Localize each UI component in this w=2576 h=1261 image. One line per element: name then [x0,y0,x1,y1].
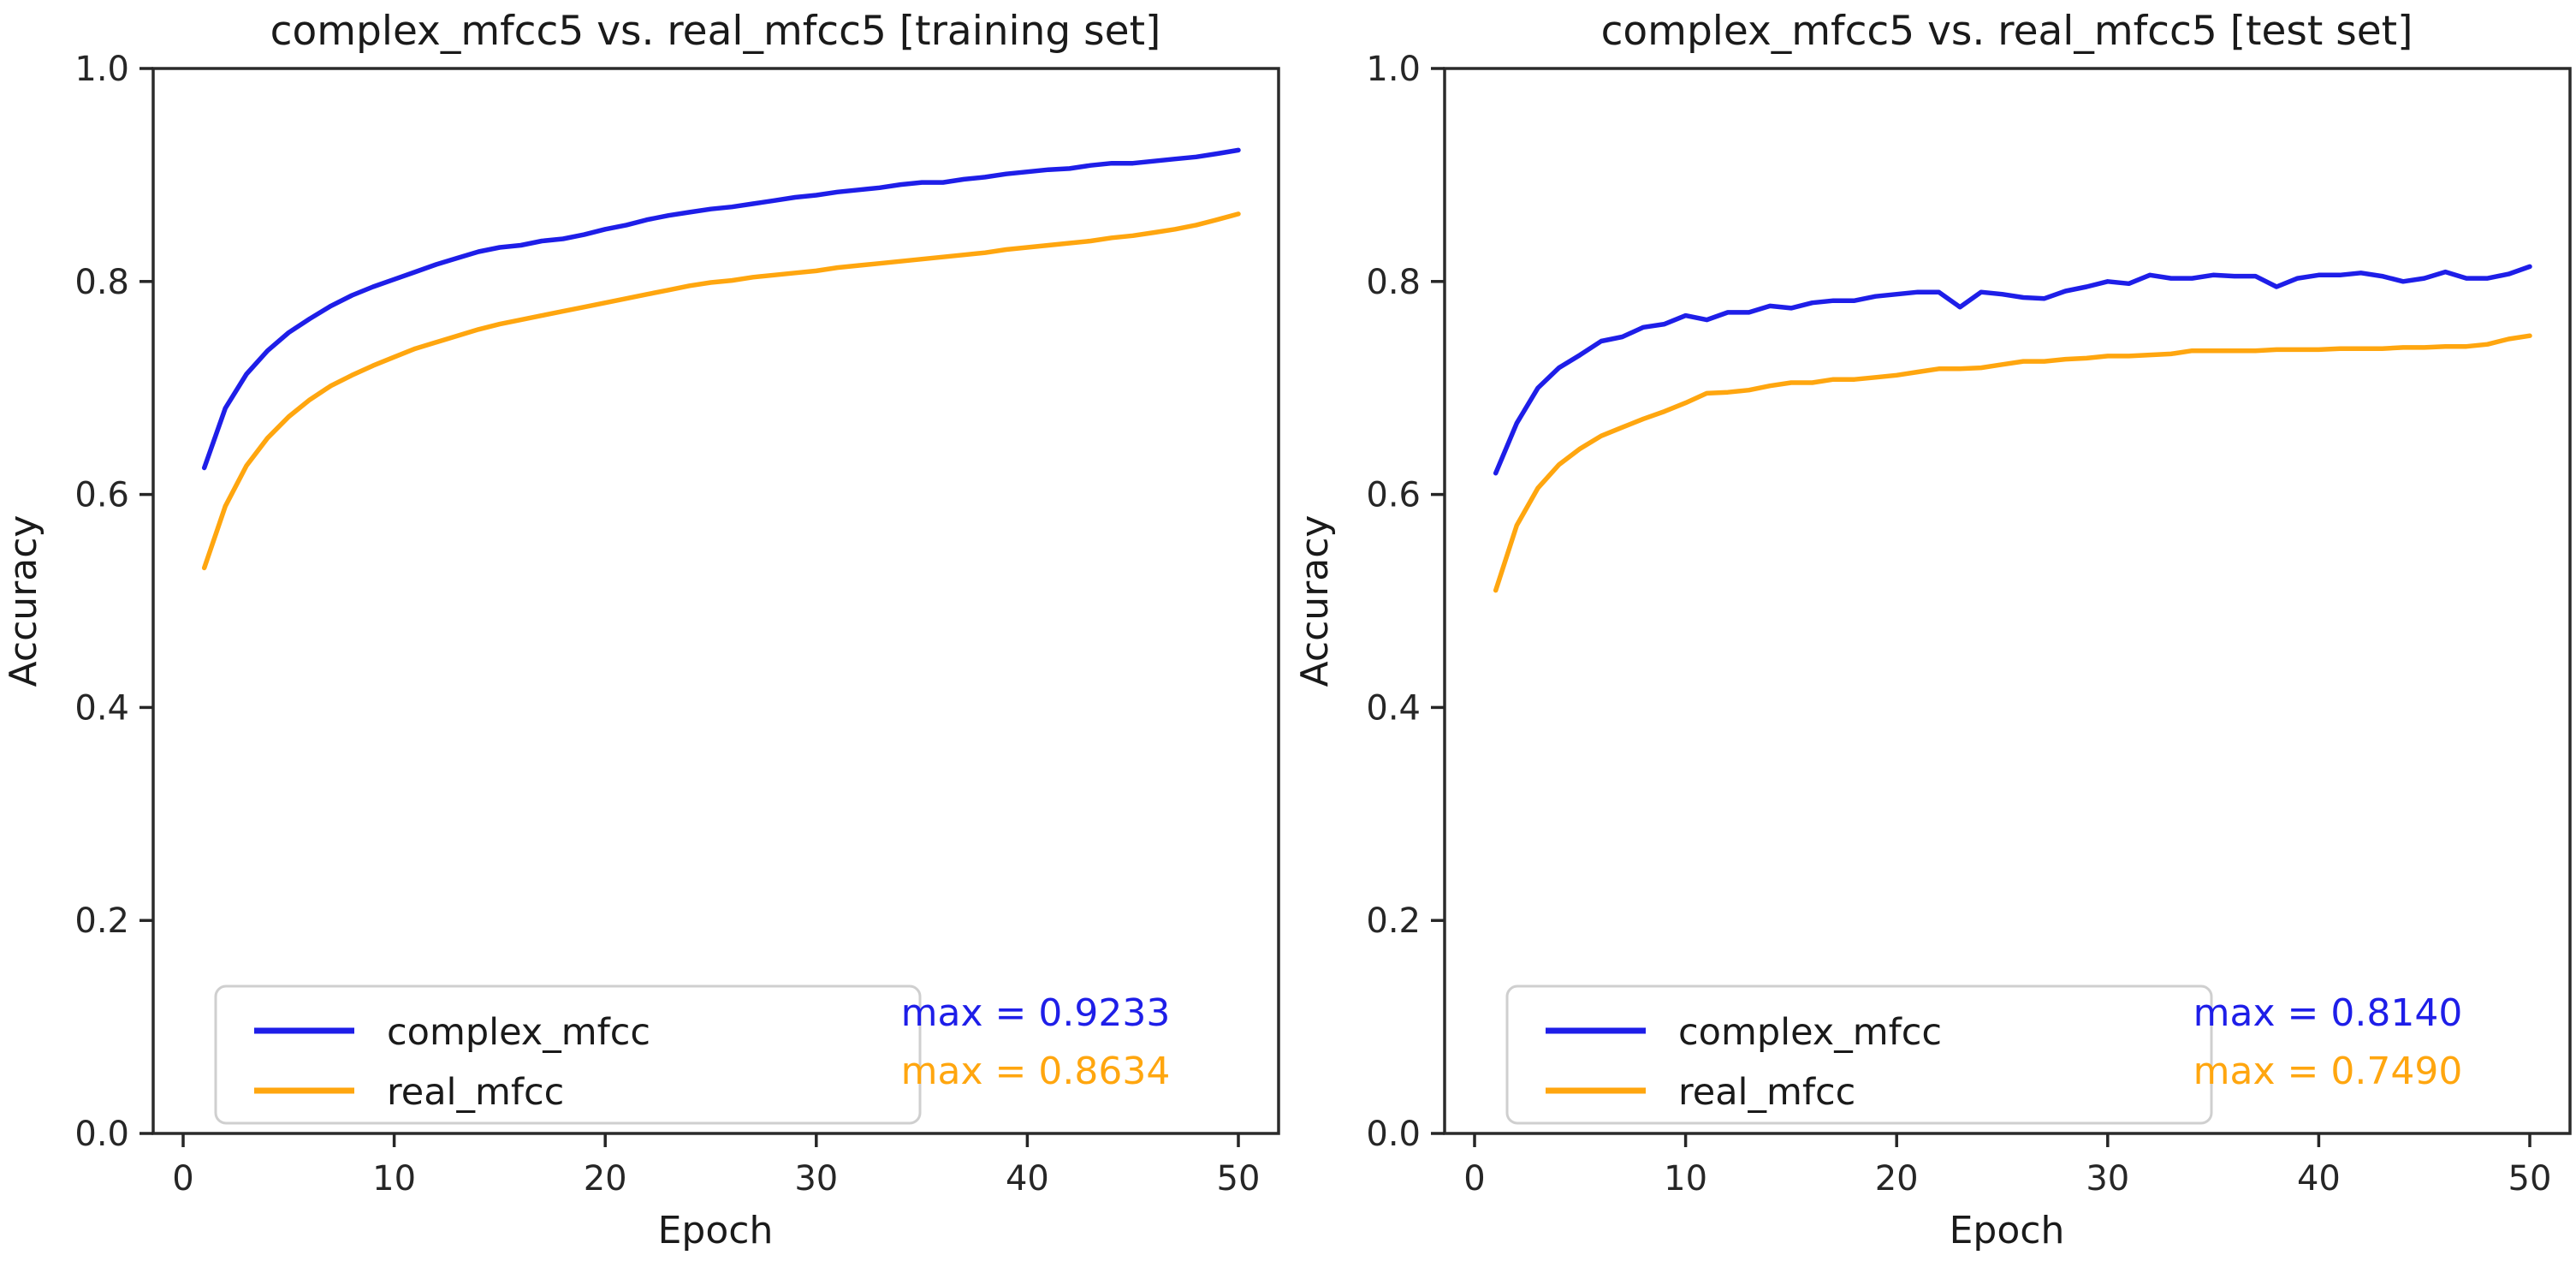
x-tick-label: 30 [2086,1159,2129,1199]
chart-training-set: 0 10 20 30 40 50 0.0 0.2 0.4 0.6 0.8 1.0 complex_mf… [2,8,1280,1252]
y-tick-label: 0.2 [1366,901,1421,941]
chart-title: complex_mfcc5 vs. real_mfcc5 [test set] [1601,8,2413,55]
max-annotation-complex: max = 0.9233 [901,991,1171,1035]
y-tick-label: 0.8 [1366,263,1421,302]
x-tick-label: 20 [1875,1159,1919,1199]
series-lines [201,147,1241,571]
legend-box [214,984,922,1125]
legend-label-complex-mfcc: complex_mfcc [387,1011,650,1054]
max-annotation-complex: max = 0.8140 [2193,991,2463,1035]
series-lines [1493,264,2532,593]
y-tick-label: 0.4 [74,688,129,728]
y-tick-label: 0.0 [74,1115,129,1154]
y-axis-label: Accuracy [2,515,45,687]
x-tick-label: 40 [2297,1159,2341,1199]
x-tick-label: 10 [372,1159,416,1199]
y-tick-label: 0.0 [1366,1115,1421,1154]
x-tick-label: 0 [1463,1159,1485,1199]
y-tick-label: 0.4 [1366,688,1421,728]
legend-label-real-mfcc: real_mfcc [1678,1071,1855,1114]
line-complex_mfcc [201,147,1241,471]
y-tick-label: 0.6 [1366,476,1421,515]
y-tick-label: 0.6 [74,476,129,515]
x-axis-label: Epoch [658,1209,774,1252]
x-tick-label: 30 [794,1159,838,1199]
legend-label-complex-mfcc: complex_mfcc [1678,1011,1942,1054]
x-tick-label: 0 [172,1159,193,1199]
legend: complex_mfcc real_mfcc [214,984,922,1125]
x-axis-label: Epoch [1950,1209,2065,1252]
legend-label-real-mfcc: real_mfcc [387,1071,564,1114]
plot-box [1443,67,2572,1135]
x-tick-label: 50 [1217,1159,1261,1199]
y-tick-label: 1.0 [1366,50,1421,89]
x-tick-label: 50 [2508,1159,2552,1199]
line-complex_mfcc [1493,264,2532,476]
y-tick-label: 0.8 [74,263,129,302]
y-tick-label: 0.2 [74,901,129,941]
line-real_mfcc [201,211,1241,571]
legend-box [1505,984,2213,1125]
y-tick-label: 1.0 [74,50,129,89]
max-annotation-real: max = 0.7490 [2193,1050,2463,1093]
legend: complex_mfcc real_mfcc [1505,984,2213,1125]
x-tick-label: 10 [1664,1159,1707,1199]
max-annotation-real: max = 0.8634 [901,1050,1171,1093]
chart-test-set: 0 10 20 30 40 50 0.0 0.2 0.4 0.6 0.8 1.0 complex_mf… [1293,8,2572,1252]
y-axis-label: Accuracy [1293,515,1337,687]
plot-box [151,67,1280,1135]
axis-ticks: 0 10 20 30 40 50 0.0 0.2 0.4 0.6 0.8 1.0 [74,50,1260,1199]
axis-ticks: 0 10 20 30 40 50 0.0 0.2 0.4 0.6 0.8 1.0 [1366,50,2551,1199]
x-tick-label: 40 [1006,1159,1049,1199]
line-real_mfcc [1493,333,2532,593]
chart-title: complex_mfcc5 vs. real_mfcc5 [training s… [270,8,1161,55]
x-tick-label: 20 [584,1159,627,1199]
